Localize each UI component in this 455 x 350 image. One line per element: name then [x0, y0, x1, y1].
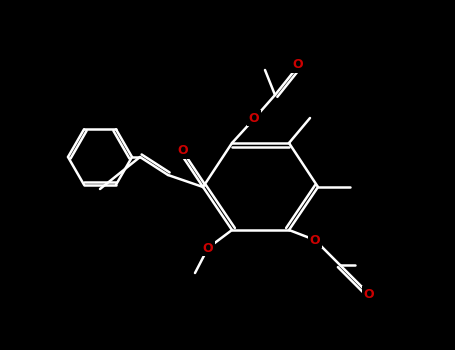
Text: O: O — [364, 287, 374, 301]
Text: O: O — [202, 241, 213, 254]
Text: O: O — [310, 233, 320, 246]
Text: O: O — [249, 112, 259, 125]
Text: O: O — [293, 58, 303, 71]
Text: O: O — [178, 145, 188, 158]
